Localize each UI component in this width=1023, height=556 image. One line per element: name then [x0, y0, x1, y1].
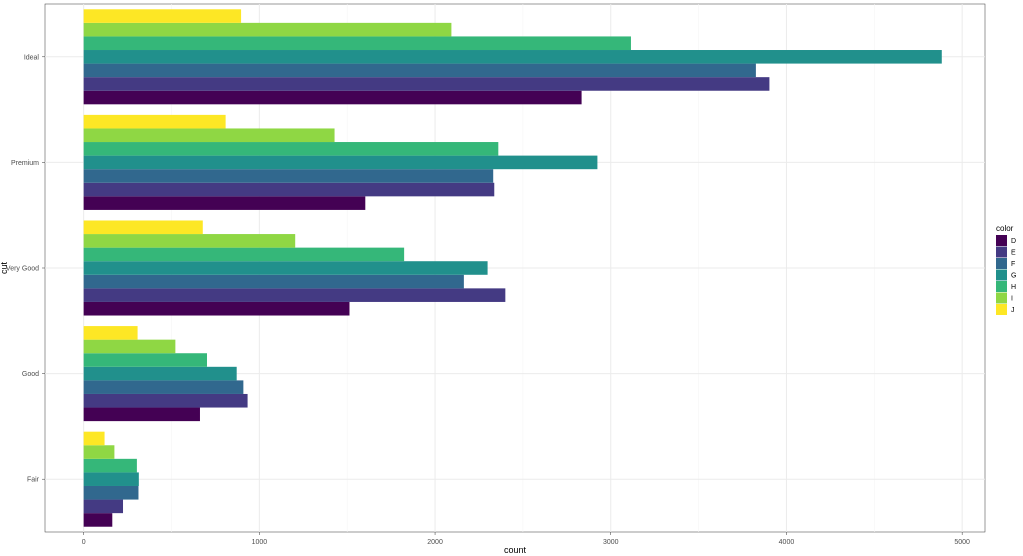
bar-fair-h [83, 458, 137, 473]
legend-label-i: I [1011, 296, 1013, 303]
y-tick-label: Fair [27, 477, 40, 484]
bar-good-j [83, 326, 138, 340]
bar-very-good-g [83, 261, 488, 275]
legend-label-f: F [1011, 261, 1015, 268]
legend-title: color [996, 224, 1014, 233]
legend-key-h [996, 281, 1007, 292]
x-tick-label: 3000 [603, 539, 619, 546]
y-tick-label: Very Good [6, 266, 39, 273]
x-tick-label: 2000 [427, 539, 443, 546]
bar-fair-j [83, 431, 105, 446]
bar-good-i [83, 339, 176, 354]
bar-ideal-d [83, 90, 582, 105]
x-tick-label: 5000 [954, 539, 970, 546]
legend-key-e [996, 246, 1007, 258]
legend-label-h: H [1011, 284, 1016, 291]
bar-ideal-j [83, 9, 242, 23]
bar-very-good-f [83, 274, 464, 289]
bar-premium-g [83, 155, 598, 170]
bar-fair-d [83, 513, 113, 527]
bar-premium-d [83, 196, 366, 210]
bar-very-good-e [83, 288, 506, 302]
y-axis-ticks: Fair Good Very Good Premium Ideal [6, 54, 45, 484]
bar-premium-h [83, 142, 499, 156]
bar-good-f [83, 380, 244, 394]
bar-premium-i [83, 128, 335, 143]
legend-key-d [996, 235, 1007, 246]
legend-key-j [996, 304, 1007, 315]
bar-ideal-e [83, 77, 770, 91]
bar-good-e [83, 393, 248, 408]
legend-label-g: G [1011, 273, 1016, 280]
bar-good-g [83, 366, 237, 381]
bar-good-d [83, 407, 200, 422]
y-tick-label: Ideal [24, 54, 40, 61]
legend-key-f [996, 258, 1007, 269]
legend-key-g [996, 269, 1007, 281]
bar-fair-e [83, 499, 124, 514]
bar-fair-g [83, 472, 139, 486]
bar-very-good-h [83, 247, 405, 262]
bar-ideal-i [83, 22, 452, 37]
bar-ideal-f [83, 63, 756, 78]
legend-label-d: D [1011, 238, 1016, 245]
y-axis-title: cut [0, 262, 9, 275]
x-axis-title: count [504, 545, 527, 555]
legend-label-e: E [1011, 250, 1016, 257]
y-tick-label: Premium [11, 160, 39, 167]
bar-very-good-i [83, 234, 296, 248]
legend-key-i [996, 292, 1007, 304]
bar-very-good-d [83, 301, 350, 316]
bar-premium-e [83, 182, 495, 197]
x-tick-label: 0 [82, 539, 86, 546]
bar-premium-j [83, 114, 226, 129]
x-tick-label: 4000 [779, 539, 795, 546]
legend-label-j: J [1011, 307, 1015, 314]
bar-ideal-h [83, 36, 631, 51]
bar-ideal-g [83, 50, 942, 64]
bar-fair-i [83, 445, 115, 459]
bars [83, 9, 942, 527]
x-axis-ticks: 0 1000 2000 3000 4000 5000 [82, 532, 970, 546]
y-tick-label: Good [22, 371, 39, 378]
bar-fair-f [83, 485, 139, 500]
bar-very-good-j [83, 220, 203, 235]
x-tick-label: 1000 [252, 539, 268, 546]
bar-good-h [83, 353, 207, 367]
bar-premium-f [83, 169, 494, 183]
